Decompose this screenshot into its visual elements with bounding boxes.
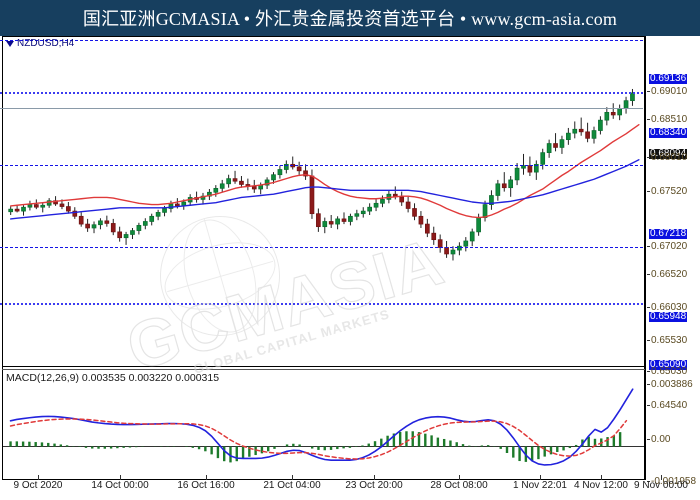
- time-axis: 9 Oct 2020 14 Oct 00:00 16 Oct 16:00 21 Oct…: [0, 475, 700, 500]
- plot-border: [2, 36, 645, 480]
- price-tick-label: 0.68510: [647, 115, 687, 125]
- plot-bottom-border: [2, 479, 645, 480]
- price-tick-label: 0.66030: [647, 303, 687, 313]
- price-tick-label: 0.69136: [649, 73, 688, 84]
- time-tick: [540, 475, 541, 480]
- price-tick-label: 0.67218: [649, 228, 688, 239]
- plot-top-border: [2, 36, 645, 37]
- macd-tick-label: -0.001958: [647, 477, 696, 487]
- time-tick: [459, 475, 460, 480]
- macd-indicator-label: MACD(12,26,9) 0.003535 0.003220 0.000315: [6, 372, 220, 384]
- time-tick: [292, 475, 293, 480]
- price-level-line: [0, 91, 643, 94]
- time-axis-label: 14 Oct 00:00: [91, 480, 149, 491]
- price-tick-label: 0.65530: [647, 336, 687, 346]
- chart-frame: GCMASIA GLOBAL CAPITAL MARKETS NZDUSD;H4…: [0, 36, 700, 500]
- symbol-text: NZDUSD;H4: [17, 38, 75, 49]
- price-tick-label: 0.65030: [647, 367, 687, 377]
- price-tick-label: 0.66520: [647, 270, 687, 280]
- axis-line: [645, 36, 646, 480]
- price-tick-label: 0.68340: [649, 127, 688, 138]
- macd-series: [3, 388, 644, 466]
- time-tick: [38, 475, 39, 480]
- price-tick-label: 0.69010: [647, 87, 687, 97]
- time-tick: [601, 475, 602, 480]
- time-tick: [206, 475, 207, 480]
- time-tick: [120, 475, 121, 480]
- macd-tick-label: 0.00: [647, 435, 670, 445]
- symbol-label[interactable]: NZDUSD;H4: [6, 38, 74, 49]
- price-level-line: [0, 40, 643, 42]
- time-axis-label: 1 Nov 22:01: [513, 480, 567, 491]
- price-level-line: [0, 302, 643, 305]
- price-tick-label: 0.65090: [649, 359, 688, 370]
- price-tick-label: 0.65948: [649, 311, 688, 322]
- time-axis-label: 23 Oct 20:00: [345, 480, 403, 491]
- chevron-down-icon: [6, 40, 14, 47]
- price-level-line: [0, 247, 643, 249]
- brand-banner: 国汇亚洲GCMASIA • 外汇贵金属投资首选平台 • www.gcm-asia…: [0, 0, 700, 36]
- macd-tick-label: 0.003886: [647, 380, 693, 390]
- time-axis-label: 21 Oct 04:00: [263, 480, 321, 491]
- price-tick-label: 0.68010: [647, 153, 687, 163]
- time-axis-label: 9 Oct 2020: [13, 480, 63, 491]
- time-tick: [661, 475, 662, 480]
- price-tick-label: 0.67020: [647, 242, 687, 252]
- price-level-line: [0, 164, 643, 166]
- candlestick-series: [8, 88, 640, 261]
- price-level-line: [0, 107, 643, 109]
- price-tick-label: 0.67520: [647, 187, 687, 197]
- price-axis[interactable]: 0.69136 0.69010 0.68510 0.68340 0.68094 0.680…: [645, 36, 700, 500]
- time-tick: [374, 475, 375, 480]
- time-axis-label: 28 Oct 08:00: [430, 480, 488, 491]
- current-price-label: 0.68094: [649, 148, 688, 159]
- price-tick-label: 0.64540: [647, 401, 687, 411]
- macd-top-border: [2, 369, 645, 370]
- time-axis-label: 9 Nov 00:00: [634, 480, 688, 491]
- time-axis-label: 16 Oct 16:00: [177, 480, 235, 491]
- macd-pane: [3, 380, 644, 480]
- banner-title: 国汇亚洲GCMASIA • 外汇贵金属投资首选平台 • www.gcm-asia…: [82, 9, 618, 29]
- time-axis-label: 4 Nov 12:00: [574, 480, 628, 491]
- price-macd-separator: [2, 366, 645, 367]
- price-pane: [3, 37, 644, 348]
